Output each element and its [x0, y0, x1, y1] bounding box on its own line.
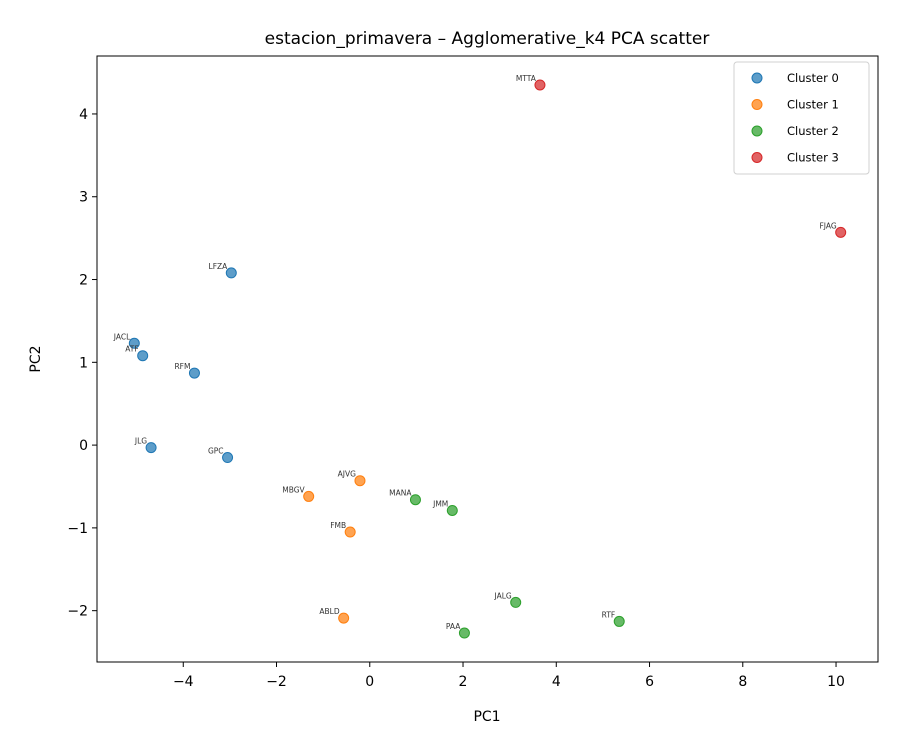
y-tick-label: −1 [67, 521, 88, 537]
point-jlg [145, 442, 157, 454]
point-label-mana: MANA [389, 489, 412, 498]
point-fmb [344, 526, 356, 538]
point-label-jalg: JALG [494, 591, 512, 600]
point-label-abld: ABLD [319, 607, 339, 616]
point-label-lfza: LFZA [209, 262, 229, 271]
legend-label-cluster-1: Cluster 1 [787, 98, 839, 112]
point-label-mbgv: MBGV [282, 485, 305, 494]
point-jacl [128, 337, 140, 349]
point-label-mtta: MTTA [516, 74, 537, 83]
legend-label-cluster-3: Cluster 3 [787, 151, 839, 165]
legend-label-cluster-2: Cluster 2 [787, 124, 839, 138]
point-jalg [510, 596, 522, 608]
y-tick-label: 2 [79, 273, 88, 289]
point-label-ajvg: AJVG [338, 470, 356, 479]
y-tick-label: 1 [79, 355, 88, 371]
legend-marker-cluster-3 [751, 152, 763, 163]
x-tick-label: −4 [173, 674, 194, 690]
x-tick-label: 8 [738, 674, 747, 690]
x-tick-label: 2 [459, 674, 468, 690]
point-label-gpc: GPC [208, 447, 224, 456]
x-axis-ticks: −4 −2 0 2 4 6 8 10 [173, 662, 845, 690]
x-tick-label: 10 [827, 674, 845, 690]
point-paa [458, 627, 470, 639]
x-tick-label: −2 [266, 674, 287, 690]
point-label-fjag: FJAG [819, 221, 836, 230]
point-label-paa: PAA [446, 622, 461, 631]
point-label-jacl: JACL [113, 332, 131, 341]
x-axis-label: PC1 [473, 709, 500, 725]
point-fjag [835, 226, 847, 238]
point-rfm [188, 367, 200, 379]
plot-area: JACL ATF JLG RFM LFZA GPC AJVG MBGV FMB ABLD MANA J… [67, 55, 879, 690]
point-mana [409, 494, 421, 506]
x-tick-label: 4 [552, 674, 561, 690]
legend-label-cluster-0: Cluster 0 [787, 71, 839, 85]
point-mbgv [303, 490, 315, 502]
legend-marker-cluster-1 [751, 99, 763, 110]
point-jmm [446, 505, 458, 516]
point-label-rfm: RFM [174, 362, 190, 371]
point-label-jmm: JMM [432, 500, 448, 509]
point-atf [137, 350, 149, 362]
y-tick-label: −2 [67, 604, 88, 620]
point-ajvg [354, 475, 366, 487]
point-gpc [222, 452, 234, 464]
y-tick-label: 0 [79, 438, 88, 454]
y-tick-label: 4 [79, 107, 88, 123]
axes-frame [96, 55, 879, 663]
point-label-jlg: JLG [134, 437, 147, 446]
legend: Cluster 0 Cluster 1 Cluster 2 Cluster 3 [733, 61, 870, 175]
chart-title: estacion_primavera – Agglomerative_k4 PC… [265, 29, 710, 49]
point-mtta [534, 79, 546, 91]
x-tick-label: 0 [365, 674, 374, 690]
legend-marker-cluster-2 [751, 125, 763, 137]
point-rtf [613, 615, 625, 627]
legend-marker-cluster-0 [751, 72, 763, 84]
y-axis-ticks: −2 −1 0 1 2 3 4 [67, 107, 97, 620]
point-lfza [225, 267, 237, 279]
y-axis-label: PC2 [28, 345, 44, 372]
point-abld [338, 612, 350, 624]
point-label-atf: ATF [125, 345, 138, 354]
x-tick-label: 6 [645, 674, 654, 690]
legend-box [733, 61, 870, 175]
point-labels: JACL ATF JLG RFM LFZA GPC AJVG MBGV FMB ABLD MANA J… [113, 74, 837, 631]
y-tick-label: 3 [79, 190, 88, 206]
point-markers [128, 79, 847, 639]
point-label-rtf: RTF [602, 610, 616, 619]
point-label-fmb: FMB [330, 521, 346, 530]
